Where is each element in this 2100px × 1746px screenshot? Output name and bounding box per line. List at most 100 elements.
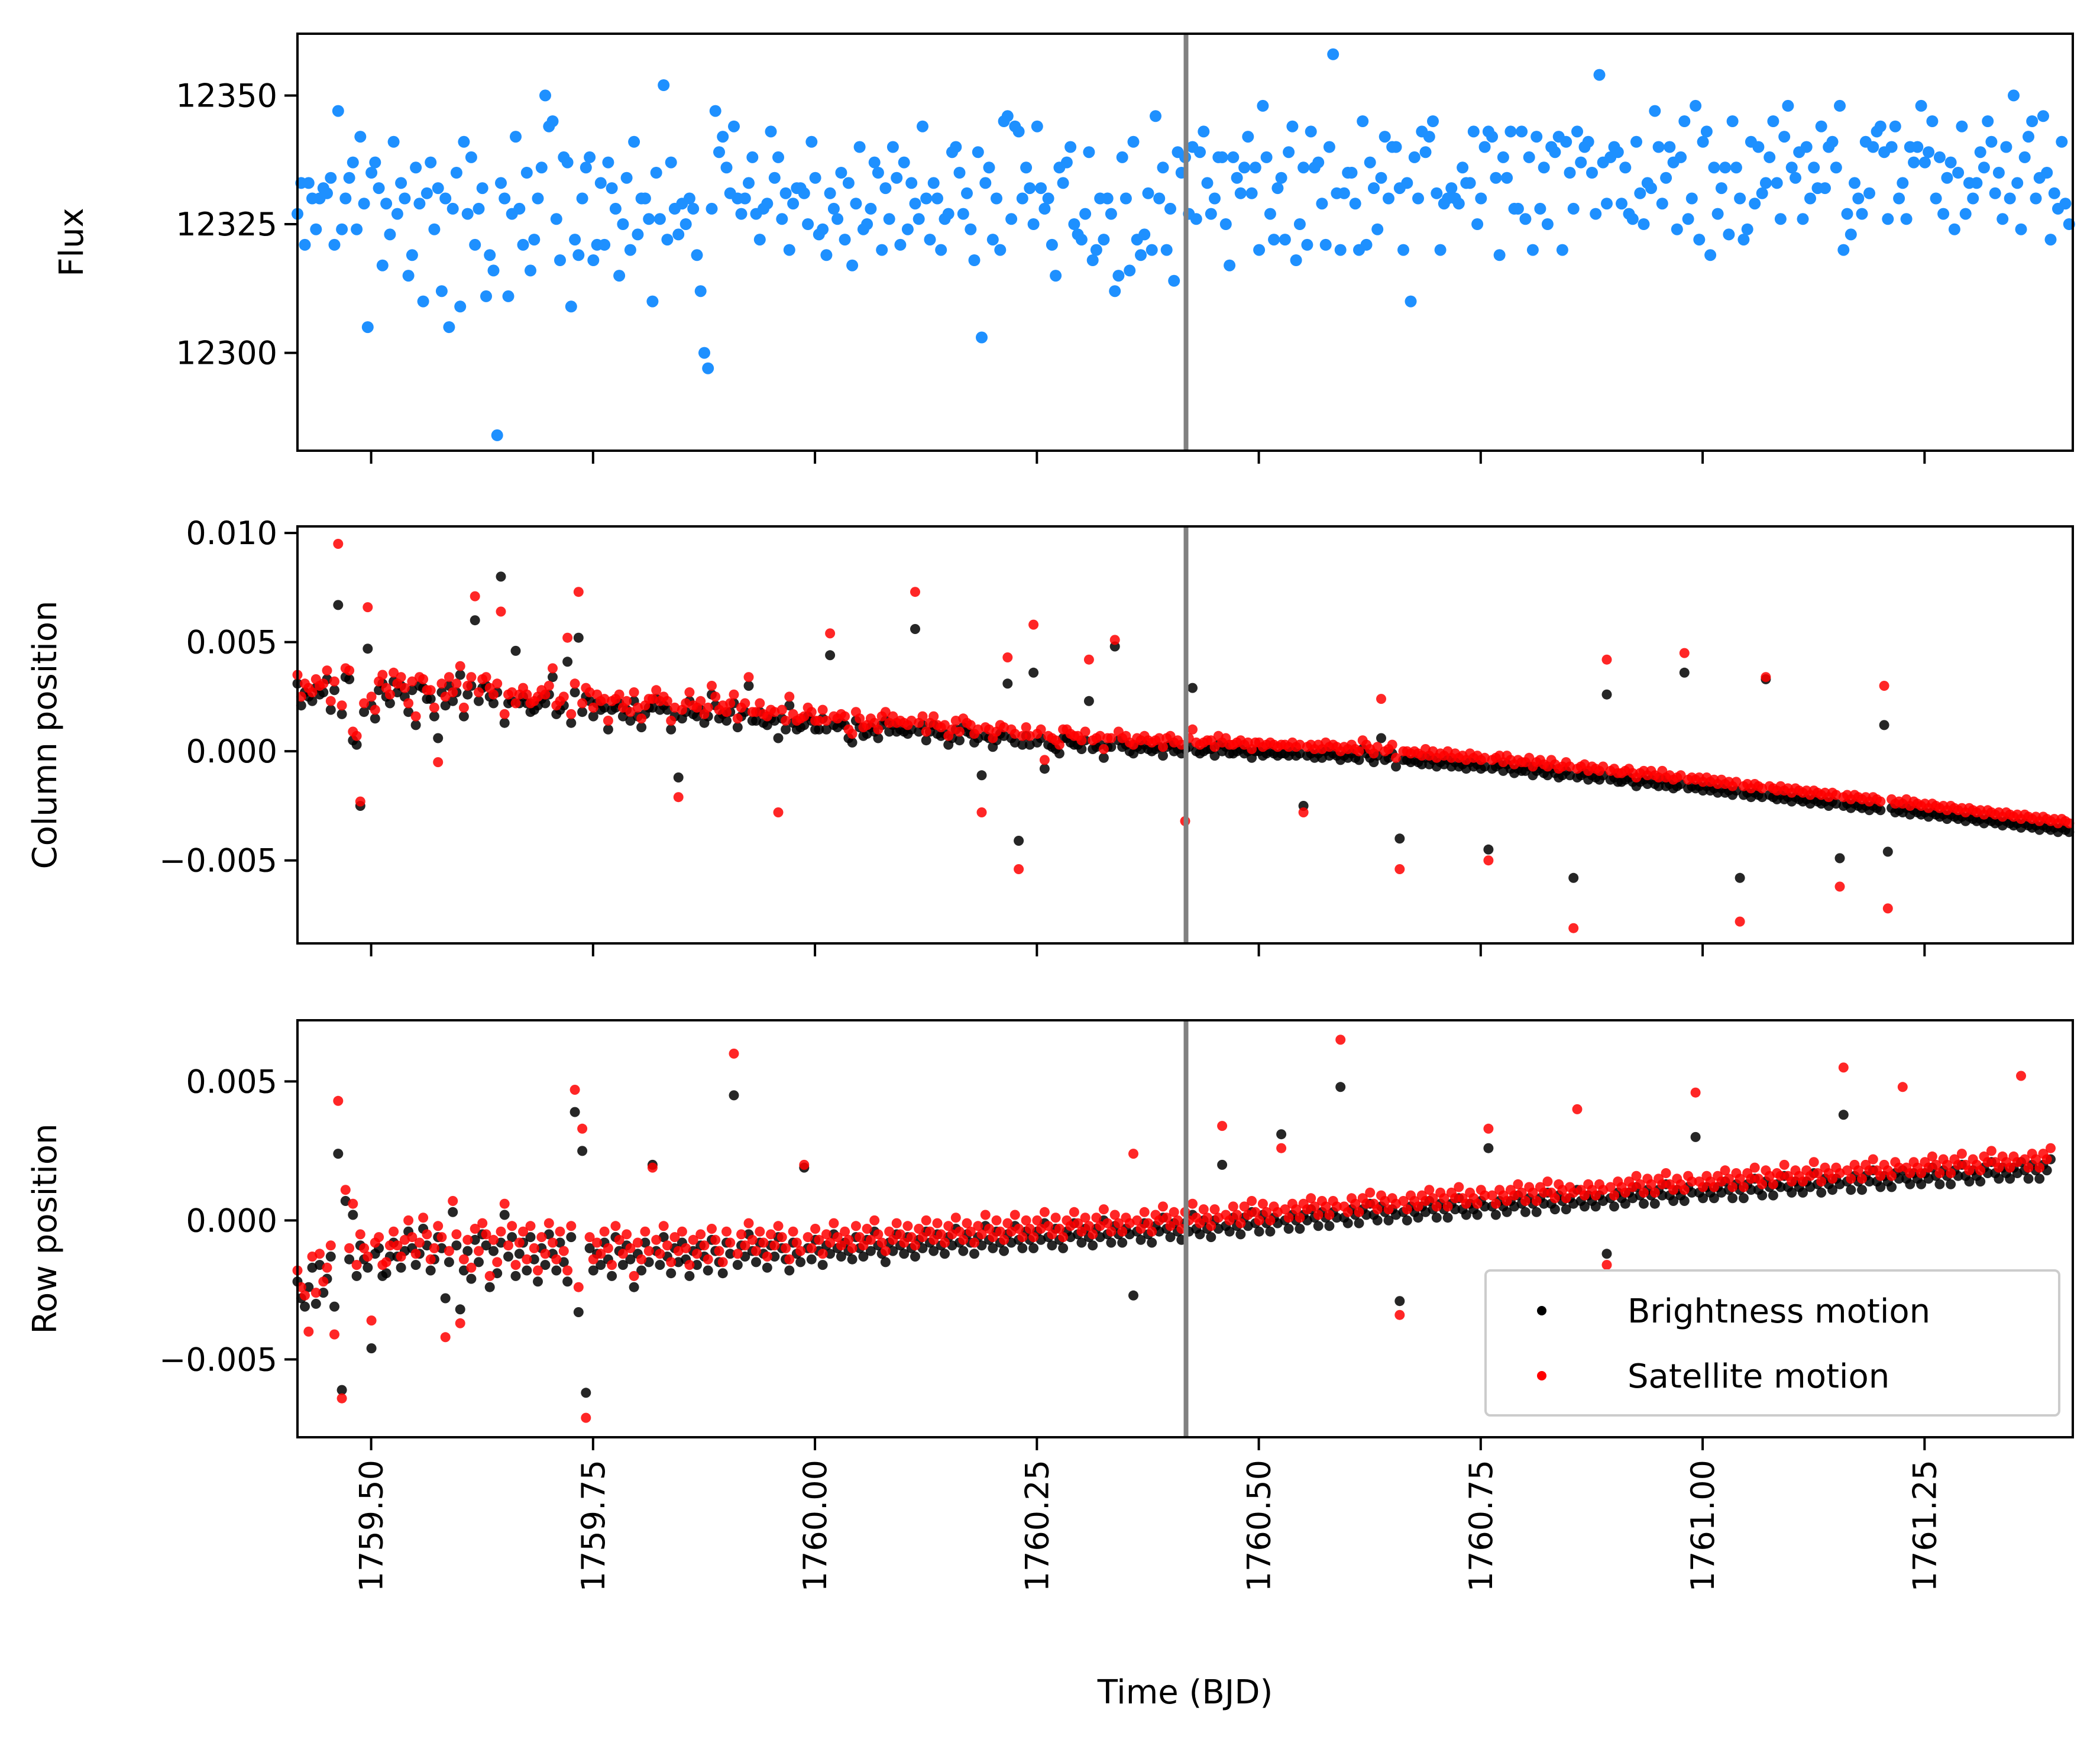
flux-flux-point bbox=[687, 202, 700, 215]
flux-flux-point bbox=[1323, 141, 1335, 153]
flux-flux-point bbox=[986, 234, 999, 246]
flux-flux-point bbox=[2048, 187, 2060, 199]
legend-marker-brightness bbox=[1537, 1306, 1546, 1315]
row-satellite-point bbox=[381, 1257, 391, 1268]
row-brightness-point bbox=[625, 1254, 636, 1265]
row-brightness-point bbox=[351, 1270, 362, 1281]
flux-flux-point bbox=[1867, 141, 1879, 153]
row-satellite-point bbox=[514, 1237, 525, 1248]
row-satellite-point bbox=[1173, 1215, 1183, 1226]
flux-flux-point bbox=[1841, 208, 1853, 220]
column-satellite-point bbox=[510, 698, 521, 709]
flux-flux-point bbox=[1989, 187, 2001, 199]
row-brightness-point bbox=[847, 1254, 858, 1265]
flux-flux-point bbox=[1830, 161, 1842, 174]
flux-flux-point bbox=[1826, 135, 1839, 148]
flux-flux-point bbox=[931, 192, 943, 205]
column-satellite-point bbox=[725, 698, 736, 709]
column-brightness-point bbox=[570, 687, 580, 697]
column-brightness-point bbox=[673, 772, 684, 783]
row-y-tick-label: −0.005 bbox=[159, 1341, 277, 1378]
flux-flux-point bbox=[632, 228, 644, 241]
row-satellite-point bbox=[906, 1232, 917, 1243]
flux-flux-point bbox=[2056, 135, 2068, 148]
x-tick-label: 1759.50 bbox=[353, 1460, 390, 1592]
column-satellite-point bbox=[1098, 744, 1109, 754]
flux-flux-point bbox=[406, 249, 418, 261]
x-tick-label: 1761.25 bbox=[1906, 1460, 1943, 1592]
column-satellite-point bbox=[466, 672, 477, 683]
column-satellite-point bbox=[873, 724, 884, 735]
flux-flux-point bbox=[1512, 202, 1524, 215]
flux-flux-point bbox=[1194, 146, 1206, 159]
row-satellite-point bbox=[1054, 1224, 1064, 1234]
flux-flux-point bbox=[765, 125, 777, 138]
row-satellite-point bbox=[551, 1254, 562, 1265]
row-satellite-point bbox=[1749, 1162, 1760, 1173]
row-brightness-point bbox=[795, 1257, 806, 1268]
flux-flux-point bbox=[1590, 208, 1602, 220]
row-satellite-point bbox=[1228, 1201, 1238, 1212]
column-satellite-point bbox=[384, 689, 395, 700]
row-satellite-point bbox=[1787, 1176, 1797, 1187]
row-brightness-point bbox=[555, 1237, 565, 1248]
legend-label-satellite: Satellite motion bbox=[1627, 1357, 1889, 1396]
flux-flux-point bbox=[1301, 238, 1313, 251]
row-satellite-point bbox=[2034, 1162, 2045, 1173]
flux-flux-point bbox=[1678, 115, 1691, 127]
row-satellite-point bbox=[558, 1246, 569, 1256]
column-brightness-point bbox=[1014, 836, 1024, 846]
row-brightness-point bbox=[817, 1260, 828, 1270]
row-satellite-point bbox=[1276, 1143, 1287, 1153]
flux-flux-point bbox=[1068, 218, 1080, 230]
flux-flux-point bbox=[717, 131, 729, 143]
row-brightness-point bbox=[1590, 1201, 1601, 1212]
flux-flux-point bbox=[565, 300, 577, 313]
column-satellite-point bbox=[732, 713, 743, 724]
row-brightness-point bbox=[1994, 1173, 2004, 1184]
column-satellite-point bbox=[776, 704, 787, 715]
row-satellite-point bbox=[1431, 1201, 1442, 1212]
flux-flux-point bbox=[476, 182, 488, 195]
row-satellite-point bbox=[1283, 1212, 1294, 1223]
flux-flux-point bbox=[2026, 115, 2038, 127]
row-satellite-point bbox=[2016, 1071, 2026, 1081]
flux-flux-point bbox=[495, 177, 507, 189]
row-brightness-point bbox=[310, 1298, 321, 1309]
column-brightness-point bbox=[1083, 696, 1094, 706]
column-brightness-point bbox=[773, 733, 784, 743]
column-brightness-point bbox=[1017, 739, 1028, 750]
flux-flux-point bbox=[1249, 161, 1261, 174]
column-satellite-point bbox=[673, 792, 684, 803]
flux-flux-point bbox=[1974, 146, 1986, 159]
flux-flux-point bbox=[1530, 131, 1543, 143]
row-satellite-point bbox=[732, 1249, 743, 1259]
row-satellite-point bbox=[817, 1249, 828, 1259]
row-satellite-point bbox=[865, 1234, 876, 1245]
row-brightness-point bbox=[1580, 1201, 1590, 1212]
column-satellite-point bbox=[451, 678, 462, 689]
column-brightness-point bbox=[1391, 761, 1401, 772]
column-satellite-point bbox=[928, 711, 939, 722]
column-satellite-point bbox=[351, 730, 362, 741]
row-satellite-point bbox=[762, 1252, 772, 1262]
flux-flux-point bbox=[1445, 182, 1458, 195]
row-satellite-point bbox=[751, 1246, 761, 1256]
flux-flux-point bbox=[532, 192, 544, 205]
column-brightness-point bbox=[548, 672, 558, 683]
flux-flux-point bbox=[2015, 223, 2027, 235]
flux-flux-point bbox=[1334, 244, 1347, 256]
row-brightness-point bbox=[1757, 1190, 1768, 1201]
column-satellite-point bbox=[355, 796, 365, 807]
row-brightness-point bbox=[363, 1262, 373, 1273]
flux-flux-point bbox=[443, 321, 455, 334]
x-tick-label: 1760.50 bbox=[1241, 1460, 1278, 1592]
row-satellite-point bbox=[540, 1249, 551, 1259]
row-brightness-point bbox=[1483, 1143, 1494, 1153]
flux-flux-point bbox=[1992, 167, 2005, 179]
flux-flux-point bbox=[1808, 161, 1820, 174]
row-brightness-point bbox=[1135, 1234, 1146, 1245]
flux-flux-point bbox=[1001, 110, 1014, 122]
row-brightness-point bbox=[1975, 1176, 1986, 1187]
flux-flux-point bbox=[554, 254, 566, 266]
